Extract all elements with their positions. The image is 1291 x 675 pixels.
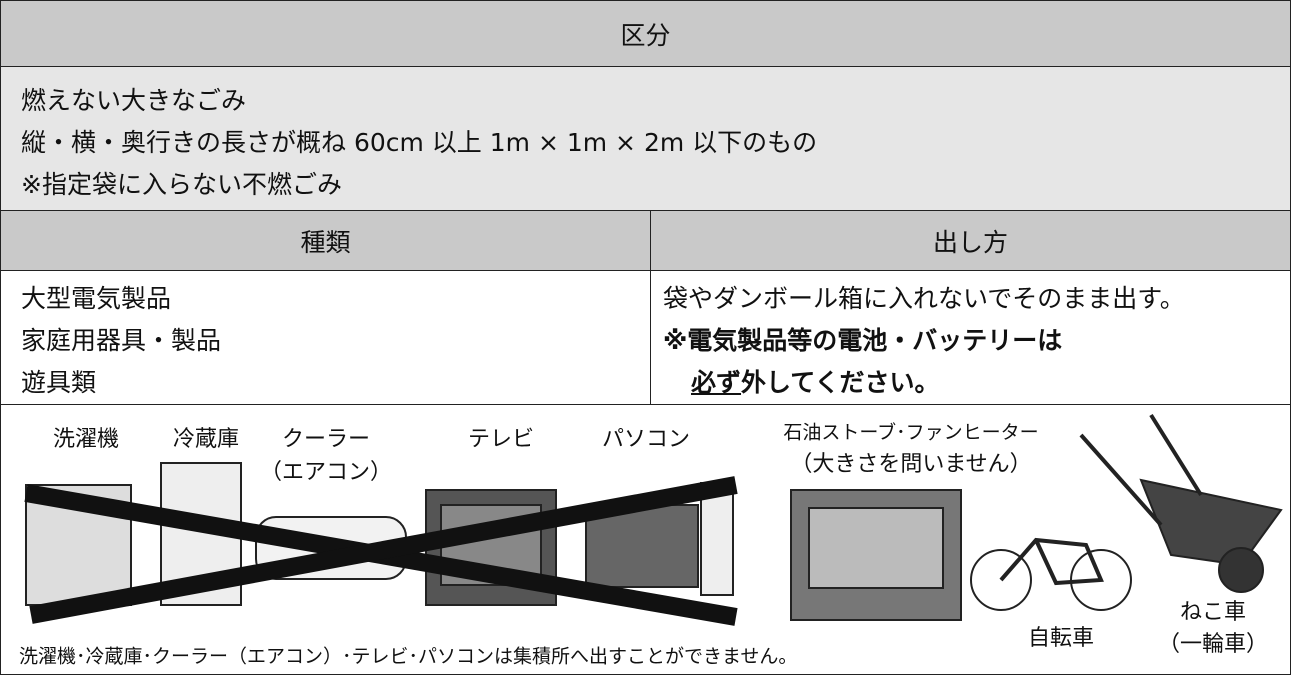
column-header: 出し方: [651, 211, 1290, 271]
item-label: テレビ: [468, 427, 534, 452]
pc-tower: [700, 482, 734, 596]
column-title: 出し方: [932, 227, 1008, 257]
warning: 必ず外してください。: [691, 363, 940, 399]
wheelbarrow-handle: [1079, 433, 1163, 527]
cross-line: [29, 476, 738, 624]
monitor: [585, 504, 699, 588]
stove-grill: [808, 507, 944, 589]
category-row: 燃えない大きなごみ 縦・横・奥行きの長さが概ね 60cm 以上 1m × 1m …: [1, 67, 1290, 211]
illustration: 洗濯機 冷蔵庫 クーラー （エアコン） テレビ パソコン 石油ストーブ･ファンヒ…: [19, 413, 1283, 668]
item-label: （エアコン）: [260, 460, 392, 485]
wheelbarrow-tray: [1139, 478, 1283, 567]
column-title: 種類: [300, 227, 351, 257]
column-header: 種類: [1, 211, 651, 271]
bike-wheel: [970, 549, 1032, 611]
category-line: 縦・横・奥行きの長さが概ね 60cm 以上 1m × 1m × 2m 以下のもの: [21, 128, 818, 157]
header-title: 区分: [620, 20, 671, 50]
method-text: 袋やダンボール箱に入れないでそのまま出す。: [663, 284, 1185, 313]
method-cell: 袋やダンボール箱に入れないでそのまま出す。 ※電気製品等の電池・バッテリーは 必…: [651, 271, 1290, 405]
section-header: 区分: [1, 1, 1290, 67]
kind: 家庭用器具・製品: [21, 326, 222, 355]
item-label: 自転車: [1028, 626, 1094, 651]
bike-frame: [999, 537, 1104, 586]
warning-emphasis: 必ず: [691, 368, 742, 397]
wheelbarrow-handle: [1149, 413, 1203, 497]
warning-rest: 外してください。: [741, 368, 940, 397]
wheelbarrow-wheel: [1218, 547, 1264, 593]
item-label: 洗濯機: [53, 427, 119, 452]
item-label: （大きさを問いません）: [790, 452, 1031, 477]
category-line: ※指定袋に入らない不燃ごみ: [21, 170, 342, 199]
kind: 大型電気製品: [21, 284, 172, 313]
warning: ※電気製品等の電池・バッテリーは: [663, 326, 1063, 355]
note: 洗濯機･冷蔵庫･クーラー（エアコン）･テレビ･パソコンは集積所へ出すことができま…: [19, 646, 797, 668]
category-line: 燃えない大きなごみ: [21, 86, 247, 115]
item-label: （一輪車）: [1158, 632, 1268, 657]
item-label: 石油ストーブ･ファンヒーター: [783, 421, 1038, 444]
kind: 遊具類: [21, 368, 97, 397]
item-label: クーラー: [282, 427, 370, 452]
item-label: 冷蔵庫: [173, 427, 239, 452]
item-label: パソコン: [602, 427, 690, 452]
kinds-cell: 大型電気製品 家庭用器具・製品 遊具類: [1, 271, 651, 405]
item-label: ねこ車: [1180, 600, 1246, 625]
